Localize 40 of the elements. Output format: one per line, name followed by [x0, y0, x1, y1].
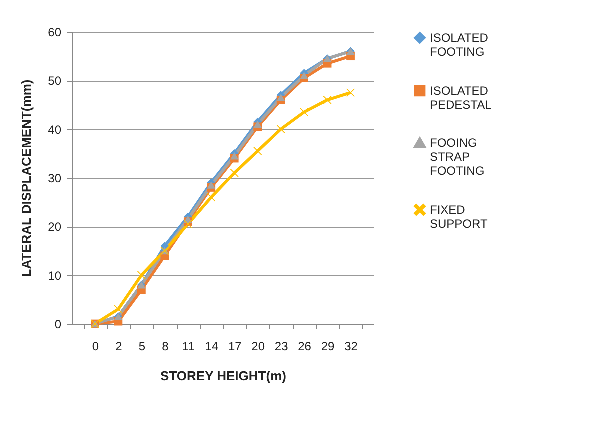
y-tick-label: 50 — [48, 74, 62, 88]
point — [323, 96, 332, 104]
x-tick-label: 17 — [228, 340, 242, 354]
x-tick-label: 5 — [138, 340, 146, 354]
y-tick-label: 0 — [54, 318, 62, 332]
legend-label: FIXED SUPPORT — [430, 203, 488, 231]
x-tick-label: 29 — [321, 340, 336, 354]
x-tick-label: 2 — [116, 340, 123, 354]
y-axis-title: LATERAL DISPLACEMENT(mm) — [19, 80, 34, 278]
y-tick-label: 20 — [48, 220, 62, 234]
legend-label: ISOLATED PEDESTAL — [430, 84, 492, 112]
point — [138, 271, 146, 280]
x-tick-label: 8 — [162, 340, 170, 354]
y-tick-label: 30 — [48, 172, 62, 186]
point — [207, 193, 216, 202]
point — [346, 88, 355, 98]
point — [300, 108, 308, 116]
point — [230, 152, 239, 160]
point — [276, 94, 286, 102]
x-tick-label: 14 — [205, 340, 219, 354]
point — [230, 168, 239, 178]
point — [254, 147, 262, 156]
legend-label: ISOLATED FOOTING — [430, 31, 489, 59]
y-tick-label: 10 — [48, 268, 62, 283]
x-tick-label: 23 — [274, 340, 289, 354]
x-tick-label: 0 — [92, 340, 100, 354]
point — [254, 120, 262, 128]
y-tick-label: 60 — [48, 26, 62, 40]
x-tick-label: 26 — [298, 340, 312, 354]
x-tick-label: 32 — [344, 340, 358, 354]
point — [114, 305, 123, 314]
point — [207, 182, 216, 189]
point — [276, 125, 286, 134]
point — [300, 72, 308, 80]
x-axis-title: STOREY HEIGHT(m) — [160, 368, 286, 384]
x-tick-label: 20 — [252, 340, 266, 354]
y-tick-label: 40 — [48, 122, 62, 137]
legend-label: FOOING STRAP FOOTING — [430, 136, 485, 178]
x-tick-label: 11 — [182, 340, 196, 354]
point — [184, 220, 192, 228]
